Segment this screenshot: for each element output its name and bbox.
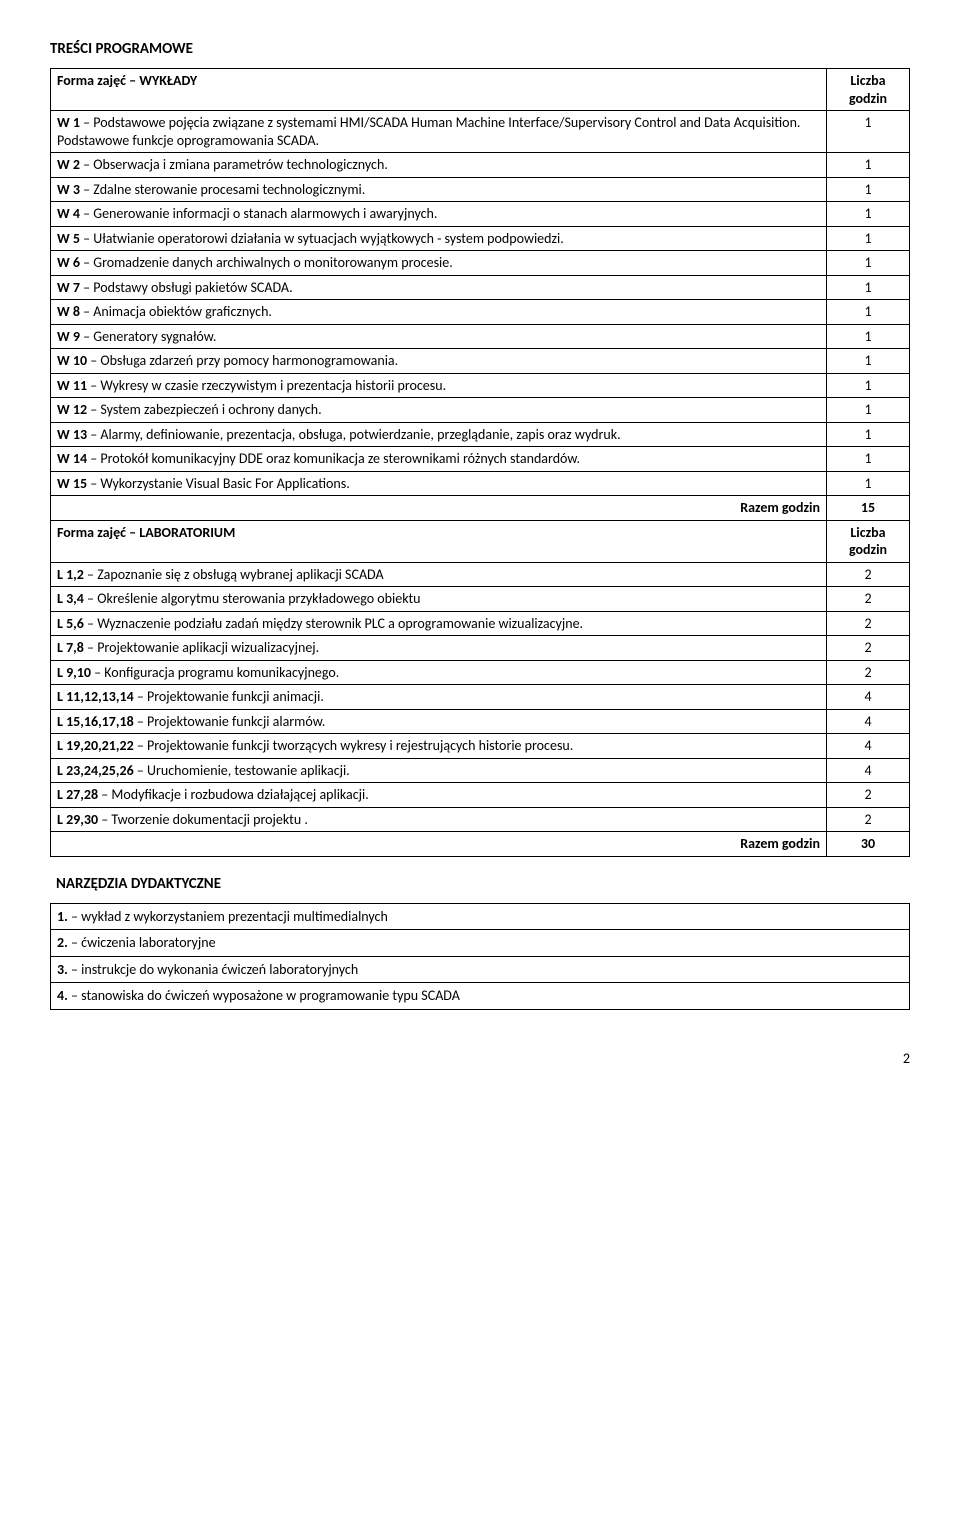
- lab-header-label: Forma zajęć – LABORATORIUM: [51, 520, 827, 562]
- lecture-row: W 3 – Zdalne sterowanie procesami techno…: [51, 177, 827, 202]
- lecture-row: W 14 – Protokół komunikacyjny DDE oraz k…: [51, 447, 827, 472]
- tool-row: 1. – wykład z wykorzystaniem prezentacji…: [51, 903, 910, 930]
- lecture-row: W 10 – Obsługa zdarzeń przy pomocy harmo…: [51, 349, 827, 374]
- lab-row: L 9,10 – Konfiguracja programu komunikac…: [51, 660, 827, 685]
- lab-hours: 2: [827, 660, 910, 685]
- lab-row: L 27,28 – Modyfikacje i rozbudowa działa…: [51, 783, 827, 808]
- lectures-total-hours: 15: [827, 496, 910, 521]
- lectures-header-label: Forma zajęć – WYKŁADY: [51, 69, 827, 111]
- lab-hours: 2: [827, 807, 910, 832]
- lab-hours: 2: [827, 587, 910, 612]
- lab-total-hours: 30: [827, 832, 910, 857]
- lab-row: L 7,8 – Projektowanie aplikacji wizualiz…: [51, 636, 827, 661]
- lecture-hours: 1: [827, 447, 910, 472]
- lecture-hours: 1: [827, 111, 910, 153]
- lecture-hours: 1: [827, 373, 910, 398]
- tool-row: 4. – stanowiska do ćwiczeń wyposażone w …: [51, 983, 910, 1010]
- lab-row: L 15,16,17,18 – Projektowanie funkcji al…: [51, 709, 827, 734]
- lab-hours: 4: [827, 758, 910, 783]
- lab-row: L 3,4 – Określenie algorytmu sterowania …: [51, 587, 827, 612]
- tools-table: 1. – wykład z wykorzystaniem prezentacji…: [50, 903, 910, 1010]
- lecture-hours: 1: [827, 422, 910, 447]
- lecture-row: W 4 – Generowanie informacji o stanach a…: [51, 202, 827, 227]
- content-table: Forma zajęć – WYKŁADYLiczbagodzinW 1 – P…: [50, 68, 910, 857]
- lecture-hours: 1: [827, 202, 910, 227]
- lab-hours: 2: [827, 636, 910, 661]
- lectures-hours-header: Liczbagodzin: [827, 69, 910, 111]
- lecture-row: W 7 – Podstawy obsługi pakietów SCADA.: [51, 275, 827, 300]
- lab-row: L 5,6 – Wyznaczenie podziału zadań międz…: [51, 611, 827, 636]
- lab-hours: 2: [827, 611, 910, 636]
- lecture-hours: 1: [827, 324, 910, 349]
- lecture-row: W 12 – System zabezpieczeń i ochrony dan…: [51, 398, 827, 423]
- lab-row: L 29,30 – Tworzenie dokumentacji projekt…: [51, 807, 827, 832]
- heading-tools: NARZĘDZIA DYDAKTYCZNE: [56, 875, 910, 893]
- lecture-hours: 1: [827, 177, 910, 202]
- lab-row: L 23,24,25,26 – Uruchomienie, testowanie…: [51, 758, 827, 783]
- lecture-hours: 1: [827, 349, 910, 374]
- lab-hours: 4: [827, 734, 910, 759]
- lecture-hours: 1: [827, 300, 910, 325]
- lab-row: L 19,20,21,22 – Projektowanie funkcji tw…: [51, 734, 827, 759]
- lab-row: L 11,12,13,14 – Projektowanie funkcji an…: [51, 685, 827, 710]
- lab-row: L 1,2 – Zapoznanie się z obsługą wybrane…: [51, 562, 827, 587]
- lecture-hours: 1: [827, 153, 910, 178]
- lab-hours: 2: [827, 562, 910, 587]
- lecture-row: W 8 – Animacja obiektów graficznych.: [51, 300, 827, 325]
- tool-row: 3. – instrukcje do wykonania ćwiczeń lab…: [51, 956, 910, 983]
- tool-row: 2. – ćwiczenia laboratoryjne: [51, 930, 910, 957]
- lecture-hours: 1: [827, 471, 910, 496]
- heading-tresci: TREŚCI PROGRAMOWE: [50, 40, 910, 58]
- lecture-row: W 5 – Ułatwianie operatorowi działania w…: [51, 226, 827, 251]
- lecture-row: W 11 – Wykresy w czasie rzeczywistym i p…: [51, 373, 827, 398]
- lecture-row: W 2 – Obserwacja i zmiana parametrów tec…: [51, 153, 827, 178]
- lectures-total-label: Razem godzin: [51, 496, 827, 521]
- lecture-hours: 1: [827, 226, 910, 251]
- lecture-row: W 9 – Generatory sygnałów.: [51, 324, 827, 349]
- lecture-row: W 1 – Podstawowe pojęcia związane z syst…: [51, 111, 827, 153]
- lecture-hours: 1: [827, 275, 910, 300]
- lab-hours: 4: [827, 685, 910, 710]
- page-number: 2: [50, 1050, 910, 1067]
- lecture-row: W 15 – Wykorzystanie Visual Basic For Ap…: [51, 471, 827, 496]
- lab-hours: 2: [827, 783, 910, 808]
- lecture-row: W 6 – Gromadzenie danych archiwalnych o …: [51, 251, 827, 276]
- lecture-hours: 1: [827, 398, 910, 423]
- lecture-hours: 1: [827, 251, 910, 276]
- lab-total-label: Razem godzin: [51, 832, 827, 857]
- lab-hours-header: Liczbagodzin: [827, 520, 910, 562]
- lab-hours: 4: [827, 709, 910, 734]
- lecture-row: W 13 – Alarmy, definiowanie, prezentacja…: [51, 422, 827, 447]
